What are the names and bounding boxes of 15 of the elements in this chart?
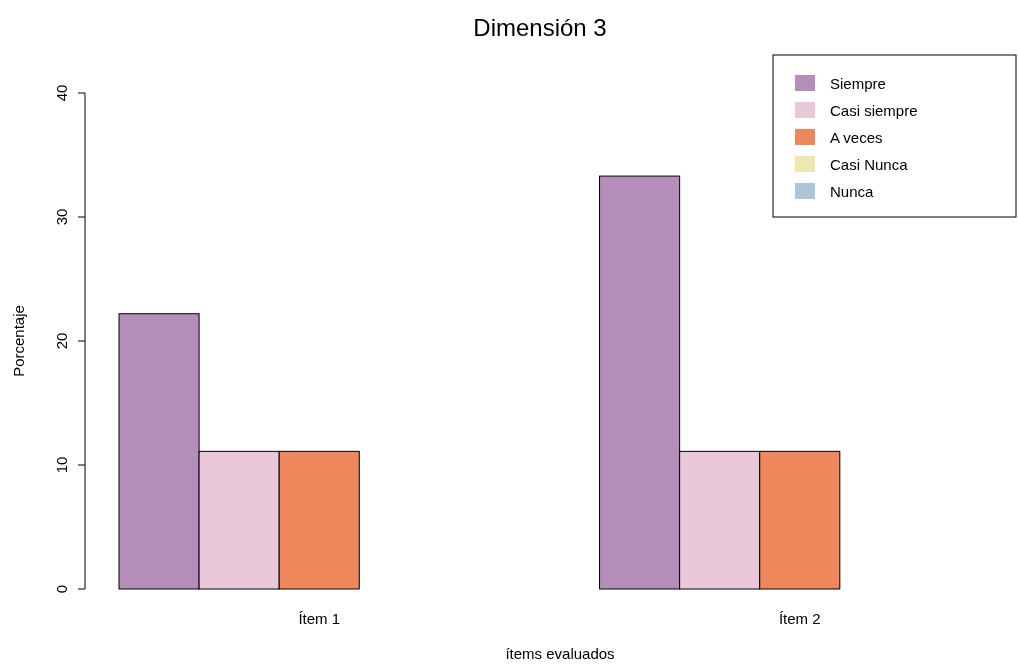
y-tick-label: 40 (53, 84, 70, 102)
legend-label: A veces (830, 129, 883, 146)
y-tick-label: 10 (53, 456, 70, 474)
legend-label: Casi Nunca (830, 156, 909, 173)
x-axis-title: ítems evaluados (505, 645, 615, 662)
y-axis-title: Porcentaje (10, 305, 27, 377)
y-tick-label: 0 (53, 584, 70, 594)
legend-label: Siempre (830, 75, 886, 92)
x-tick-label: Ítem 2 (778, 610, 821, 627)
legend-label: Nunca (830, 183, 875, 200)
y-tick-label: 30 (53, 208, 70, 226)
legend-label: Casi siempre (830, 102, 918, 119)
x-tick-label: Ítem 1 (298, 610, 341, 627)
chart-title: Dimensión 3 (473, 14, 607, 41)
y-tick-label: 20 (53, 332, 70, 350)
